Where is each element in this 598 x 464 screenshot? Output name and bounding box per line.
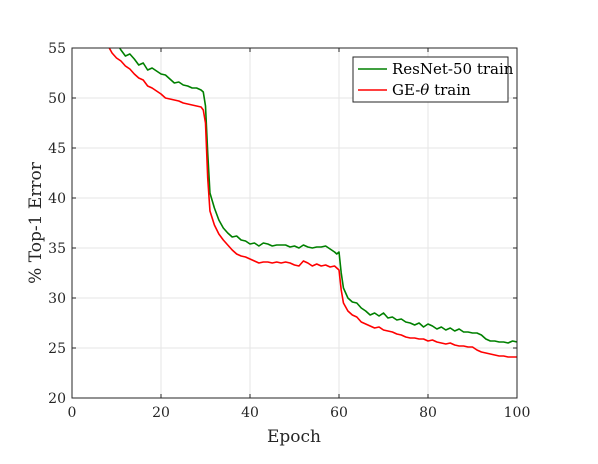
legend-label-ge-prefix: GE- — [392, 81, 420, 99]
y-axis-title: % Top-1 Error — [26, 161, 46, 284]
y-tick-label: 50 — [48, 91, 66, 107]
legend-label-resnet: ResNet-50 train — [392, 60, 514, 78]
ticks — [71, 47, 518, 399]
y-tick-label: 25 — [48, 341, 66, 357]
y-tick-label: 30 — [48, 291, 66, 307]
y-tick-label: 20 — [48, 391, 66, 407]
y-tick-label: 55 — [48, 41, 66, 57]
plot-lines — [108, 48, 517, 358]
x-tick-label: 80 — [419, 405, 437, 421]
x-tick-label: 100 — [504, 405, 531, 421]
x-tick-label: 20 — [152, 405, 170, 421]
legend-label-ge: GE-θ train — [392, 81, 471, 99]
legend-label-ge-suffix: train — [429, 81, 471, 99]
series-line-resnet50-train — [118, 48, 517, 344]
series-line-ge-theta-train — [108, 48, 517, 358]
x-tick-label: 40 — [241, 405, 259, 421]
x-tick-label: 0 — [68, 405, 77, 421]
x-axis-title: Epoch — [267, 427, 321, 447]
legend-box — [352, 56, 509, 103]
y-tick-label: 40 — [48, 191, 66, 207]
y-tick-label: 35 — [48, 241, 66, 257]
y-tick-label: 45 — [48, 141, 66, 157]
x-tick-label: 60 — [330, 405, 348, 421]
legend-label-ge-theta: θ — [420, 81, 429, 99]
legend: ResNet-50 train GE-θ train — [352, 56, 514, 103]
axes-box — [71, 47, 518, 399]
